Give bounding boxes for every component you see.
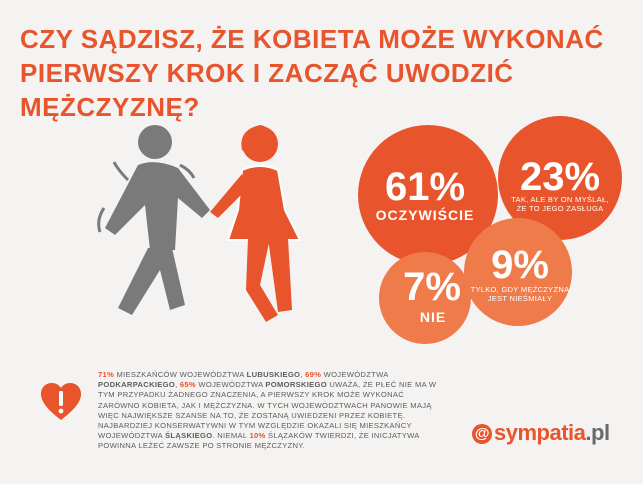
page-title: CZY SĄDZISZ, ŻE KOBIETA MOŻE WYKONAĆ PIE… (20, 22, 640, 124)
woman-dress (226, 165, 302, 241)
info-num-5: 10% (249, 431, 266, 441)
sympatia-logo: @ sympatia.pl (472, 420, 610, 446)
info-region-3: POMORSKIEGO (265, 380, 327, 390)
bubble-9-circle (464, 218, 572, 326)
info-text-2: WOJEWÓDZTWA (321, 370, 389, 379)
woman-leg-right (268, 238, 292, 312)
man-head (138, 125, 172, 159)
man-motion-mark (112, 161, 130, 182)
woman-figure (210, 125, 302, 322)
logo-name: sympatia (494, 420, 586, 445)
regional-info-text: 71% MIESZKAŃCÓW WOJEWÓDZTWA LUBUSKIEGO, … (98, 370, 437, 451)
info-num-3: 65% (179, 380, 196, 390)
man-motion-mark-2 (179, 163, 196, 179)
logo-at-icon: @ (472, 424, 492, 444)
info-region-1: LUBUSKIEGO (246, 370, 301, 379)
bubble-23-value: 23% (520, 155, 600, 199)
logo-tld: .pl (585, 420, 610, 445)
bubble-9-sub-line-1: TYLKO, GDY MĘŻCZYZNA (471, 285, 570, 294)
couple-illustration (97, 125, 302, 322)
bubble-61-value: 61% (385, 165, 465, 209)
bubble-9-sub-line-2: JEST NIEŚMIAŁY (488, 294, 553, 303)
title-line-2: PIERWSZY KROK I ZACZĄĆ UWODZIĆ MĘŻCZYZNĘ… (20, 58, 514, 122)
info-text-3: WOJEWÓDZTWA (196, 380, 266, 390)
bubble-7-circle (379, 252, 471, 344)
woman-arm (210, 174, 246, 218)
title-line-1: CZY SĄDZISZ, ŻE KOBIETA MOŻE WYKONAĆ (20, 24, 604, 54)
bubble-9: 9% TYLKO, GDY MĘŻCZYZNA JEST NIEŚMIAŁY (464, 218, 572, 326)
info-num-2: 69% (305, 370, 322, 379)
info-text-5: . NIEMAL (212, 431, 250, 441)
woman-leg-left (246, 238, 278, 322)
info-region-4: ŚLĄSKIEGO (165, 431, 213, 441)
info-num-1: 71% (98, 370, 115, 379)
bubble-61: 61% OCZYWIŚCIE (358, 125, 498, 265)
heart-exclamation-icon (41, 383, 81, 420)
man-figure (97, 125, 210, 315)
bubble-7: 7% NIE (379, 252, 471, 344)
man-motion-mark-3 (97, 207, 106, 233)
info-text-1: MIESZKAŃCÓW WOJEWÓDZTWA (114, 370, 247, 379)
info-text-6: ŚLĄZAKÓW TWIERDZI, ŻE INICJATYWA POWINNA… (98, 431, 420, 451)
bubble-7-label: NIE (420, 309, 446, 325)
info-region-2: PODKARPACKIEGO (98, 380, 176, 390)
bubble-61-circle (358, 125, 498, 265)
man-legs (118, 248, 185, 315)
info-text-4: UWAŻA, ŻE PŁEĆ NIE MA W TYM PRZYPADKU ŻA… (98, 380, 437, 441)
bubble-9-value: 9% (491, 243, 549, 287)
bubble-23-sub-line-2: ŻE TO JEGO ZASŁUGA (517, 204, 604, 213)
bubble-61-label: OCZYWIŚCIE (376, 206, 475, 223)
bubble-23-circle (498, 116, 622, 240)
bubble-23: 23% TAK, ALE BY ON MYŚLAŁ, ŻE TO JEGO ZA… (498, 116, 622, 240)
bubble-7-value: 7% (403, 265, 461, 309)
bubble-23-sub-line-1: TAK, ALE BY ON MYŚLAŁ, (511, 195, 609, 204)
man-torso (105, 162, 210, 250)
woman-hair (241, 125, 274, 154)
